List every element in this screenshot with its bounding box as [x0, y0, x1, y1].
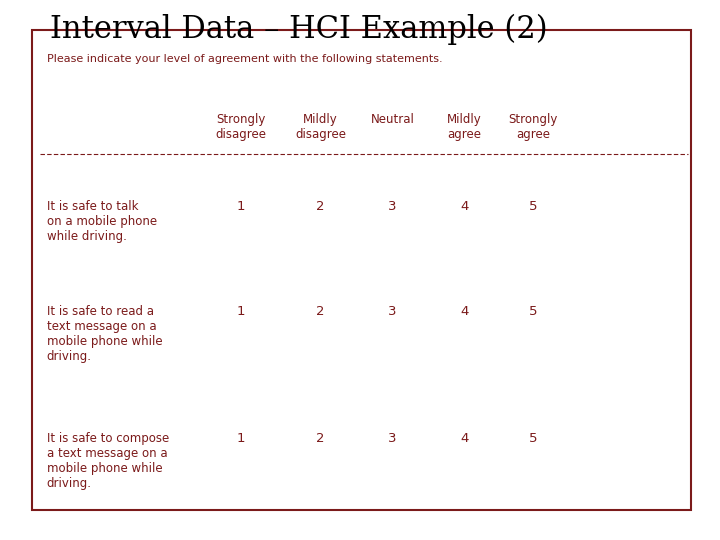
Text: 5: 5 — [528, 432, 537, 445]
Text: Strongly
disagree: Strongly disagree — [216, 113, 266, 141]
Text: It is safe to read a
text message on a
mobile phone while
driving.: It is safe to read a text message on a m… — [47, 305, 163, 363]
Text: 3: 3 — [388, 305, 397, 318]
Text: Mildly
agree: Mildly agree — [447, 113, 482, 141]
Text: 4: 4 — [460, 200, 469, 213]
Text: 3: 3 — [388, 200, 397, 213]
Text: It is safe to talk
on a mobile phone
while driving.: It is safe to talk on a mobile phone whi… — [47, 200, 157, 243]
Text: 1: 1 — [237, 305, 246, 318]
Text: 2: 2 — [316, 432, 325, 445]
Text: Mildly
disagree: Mildly disagree — [295, 113, 346, 141]
Text: 2: 2 — [316, 200, 325, 213]
Text: 5: 5 — [528, 305, 537, 318]
Text: Interval Data – HCI Example (2): Interval Data – HCI Example (2) — [50, 14, 548, 45]
Text: 2: 2 — [316, 305, 325, 318]
Text: Strongly
agree: Strongly agree — [508, 113, 557, 141]
Text: 5: 5 — [528, 200, 537, 213]
Text: Neutral: Neutral — [371, 113, 414, 126]
Text: 4: 4 — [460, 305, 469, 318]
FancyBboxPatch shape — [32, 30, 691, 510]
Text: Please indicate your level of agreement with the following statements.: Please indicate your level of agreement … — [47, 54, 442, 64]
Text: It is safe to compose
a text message on a
mobile phone while
driving.: It is safe to compose a text message on … — [47, 432, 169, 490]
Text: 1: 1 — [237, 432, 246, 445]
Text: 4: 4 — [460, 432, 469, 445]
Text: 3: 3 — [388, 432, 397, 445]
Text: 1: 1 — [237, 200, 246, 213]
